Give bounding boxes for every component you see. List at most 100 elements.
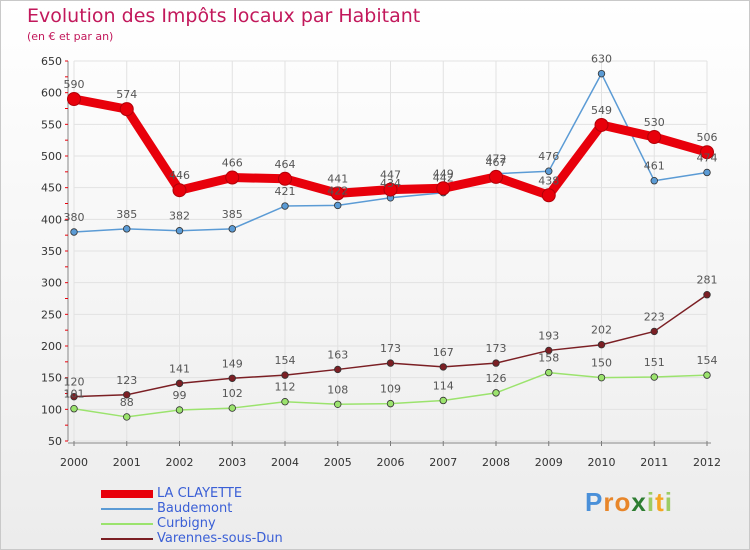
data-point-1 bbox=[70, 228, 78, 236]
data-point-2 bbox=[386, 399, 395, 408]
x-tick-label: 2003 bbox=[218, 456, 246, 469]
legend-item-0: LA CLAYETTE bbox=[101, 486, 361, 502]
data-label-1: 442 bbox=[433, 172, 454, 185]
chart-subtitle: (en € et par an) bbox=[27, 30, 114, 43]
data-point-3 bbox=[228, 374, 236, 382]
y-tick-label: 200 bbox=[41, 340, 62, 353]
legend-label: LA CLAYETTE bbox=[157, 486, 243, 501]
data-label-0: 467 bbox=[486, 156, 507, 169]
data-label-1: 434 bbox=[380, 177, 401, 190]
logo-letter: t bbox=[655, 487, 665, 517]
y-tick-label: 600 bbox=[41, 87, 62, 100]
data-label-2: 126 bbox=[486, 372, 507, 385]
data-point-0 bbox=[489, 169, 503, 184]
data-point-0 bbox=[647, 130, 662, 144]
axes: 50 100 150 200 250 300 350 400 450 500 550 600 650 20… bbox=[41, 55, 721, 469]
series-points bbox=[67, 69, 714, 421]
logo-letter: i bbox=[646, 487, 656, 517]
data-point-0 bbox=[383, 182, 398, 197]
data-point-3 bbox=[650, 327, 658, 336]
data-point-0 bbox=[594, 117, 609, 132]
y-tick-label: 400 bbox=[41, 213, 62, 226]
data-point-3 bbox=[70, 392, 78, 401]
data-label-3: 120 bbox=[64, 376, 85, 389]
y-tick-label: 450 bbox=[41, 182, 62, 195]
legend-swatch bbox=[101, 508, 153, 510]
logo-letter: o bbox=[614, 487, 632, 517]
x-tick-label: 2012 bbox=[693, 456, 721, 469]
data-label-3: 202 bbox=[591, 324, 612, 337]
data-point-0 bbox=[541, 188, 556, 203]
data-label-2: 154 bbox=[697, 354, 718, 367]
data-labels: 590 574 446 466 464 441 447 449 467 438 549 530 506 3… bbox=[64, 53, 718, 409]
data-point-1 bbox=[281, 202, 289, 210]
legend-item-2: Curbigny bbox=[101, 516, 361, 532]
data-label-1: 476 bbox=[538, 150, 559, 163]
logo-letter: x bbox=[631, 487, 647, 517]
data-point-2 bbox=[703, 371, 711, 379]
x-tick-label: 2006 bbox=[377, 456, 405, 469]
data-label-1: 421 bbox=[275, 185, 296, 198]
data-point-3 bbox=[334, 365, 342, 374]
legend: LA CLAYETTE Baudemont Curbigny Varennes-sou… bbox=[101, 486, 361, 547]
y-tick-label: 500 bbox=[41, 150, 62, 163]
data-point-3 bbox=[386, 359, 395, 367]
data-label-0: 438 bbox=[538, 174, 559, 187]
legend-item-3: Varennes-sous-Dun bbox=[101, 531, 361, 547]
data-label-0: 574 bbox=[116, 88, 137, 101]
data-point-3 bbox=[597, 341, 606, 349]
data-label-1: 380 bbox=[64, 211, 85, 224]
legend-label: Curbigny bbox=[157, 516, 216, 531]
data-point-2 bbox=[545, 368, 553, 377]
x-tick-label: 2010 bbox=[588, 456, 616, 469]
data-label-0: 466 bbox=[222, 157, 243, 170]
data-label-0: 447 bbox=[380, 169, 401, 182]
y-tick-label: 350 bbox=[41, 245, 62, 258]
data-label-0: 464 bbox=[275, 158, 296, 171]
data-label-1: 385 bbox=[222, 208, 243, 221]
proxiti-logo: Proxiti bbox=[585, 487, 673, 518]
data-label-3: 149 bbox=[222, 357, 243, 370]
data-point-0 bbox=[700, 145, 714, 160]
legend-swatch bbox=[101, 490, 153, 498]
data-label-3: 173 bbox=[380, 342, 401, 355]
data-point-0 bbox=[172, 183, 187, 198]
data-label-0: 506 bbox=[697, 131, 718, 144]
data-point-2 bbox=[123, 413, 131, 421]
data-label-2: 114 bbox=[433, 379, 454, 392]
legend-swatch bbox=[101, 538, 153, 540]
data-point-0 bbox=[330, 186, 345, 201]
data-point-1 bbox=[545, 167, 553, 175]
data-point-3 bbox=[175, 379, 184, 388]
data-label-1: 474 bbox=[697, 151, 718, 164]
data-label-0: 549 bbox=[591, 104, 612, 117]
data-label-3: 223 bbox=[644, 310, 665, 323]
data-point-2 bbox=[492, 389, 500, 397]
data-label-3: 173 bbox=[486, 342, 507, 355]
data-point-3 bbox=[123, 391, 131, 399]
data-label-0: 590 bbox=[64, 78, 85, 91]
data-point-2 bbox=[175, 406, 184, 414]
data-point-0 bbox=[278, 171, 292, 186]
legend-label: Varennes-sous-Dun bbox=[157, 531, 283, 546]
data-label-2: 150 bbox=[591, 357, 612, 370]
data-point-2 bbox=[70, 405, 78, 413]
data-point-0 bbox=[436, 181, 451, 196]
data-point-3 bbox=[703, 291, 711, 299]
data-label-2: 99 bbox=[173, 389, 187, 402]
data-point-3 bbox=[545, 346, 553, 355]
data-point-2 bbox=[281, 398, 289, 406]
data-label-3: 193 bbox=[538, 329, 559, 342]
data-label-0: 446 bbox=[169, 169, 190, 182]
data-label-1: 382 bbox=[169, 210, 190, 223]
data-point-3 bbox=[439, 363, 447, 371]
data-label-1: 422 bbox=[327, 184, 348, 197]
data-point-1 bbox=[597, 69, 606, 78]
data-point-0 bbox=[225, 170, 240, 185]
data-point-1 bbox=[175, 227, 184, 235]
data-label-2: 151 bbox=[644, 356, 665, 369]
y-tick-label: 550 bbox=[41, 118, 62, 131]
logo-letter: i bbox=[664, 487, 673, 517]
data-label-0: 441 bbox=[327, 172, 348, 185]
